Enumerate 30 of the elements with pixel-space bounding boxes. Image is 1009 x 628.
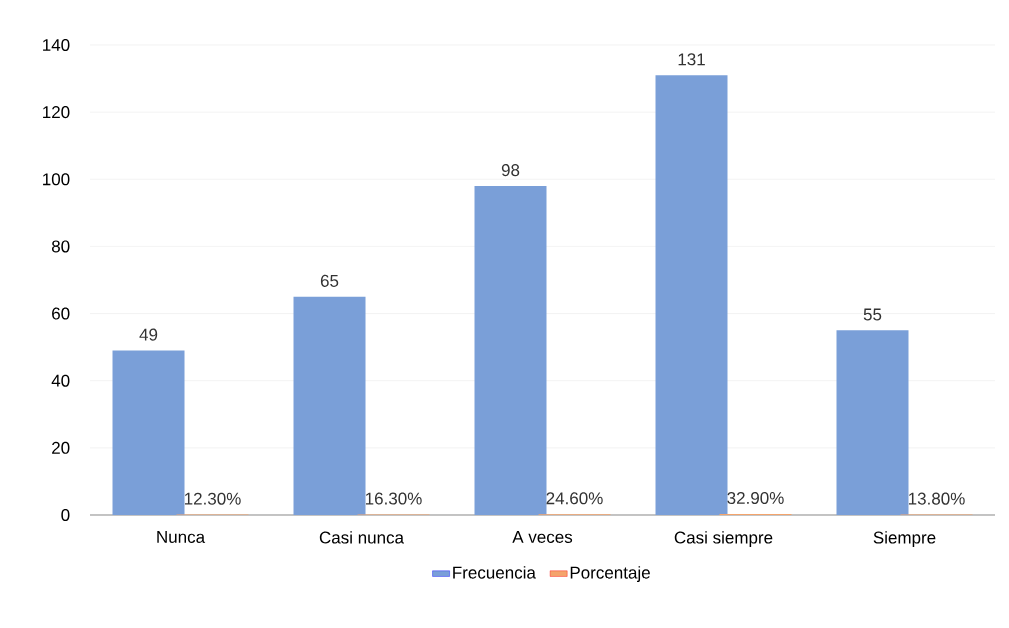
data-label: 131 xyxy=(678,53,705,66)
data-label: 49 xyxy=(139,328,158,341)
y-tick-label: 80 xyxy=(51,240,70,253)
data-label: 65 xyxy=(320,274,339,287)
y-tick-label: 40 xyxy=(51,374,70,387)
bar xyxy=(474,185,547,515)
x-tick-label: Casi nunca xyxy=(319,531,404,544)
bar xyxy=(293,296,366,515)
y-tick-label: 100 xyxy=(43,173,70,186)
legend-label: Frecuencia xyxy=(453,566,536,579)
legend-label: Porcentaje xyxy=(570,566,650,583)
x-tick-label: A veces xyxy=(512,531,573,543)
y-tick-label: 140 xyxy=(43,38,70,52)
y-tick-label: 60 xyxy=(52,307,70,320)
data-label: 16.30% xyxy=(365,492,422,505)
bar xyxy=(655,75,728,515)
y-tick-label: 120 xyxy=(43,106,70,119)
bar xyxy=(112,350,185,515)
x-tick-label: Siempre xyxy=(873,531,936,547)
data-label: 55 xyxy=(863,308,882,321)
bar xyxy=(836,330,909,515)
data-label: 13.80% xyxy=(908,492,965,505)
x-tick-label: Casi siempre xyxy=(674,531,773,547)
data-label: 98 xyxy=(501,164,520,177)
data-label: 24.60% xyxy=(546,492,603,505)
data-label: 12.30% xyxy=(184,492,241,505)
x-tick-label: Nunca xyxy=(157,531,206,543)
data-label: 32.90% xyxy=(727,491,784,505)
y-tick-label: 20 xyxy=(52,441,70,454)
y-tick-label: 0 xyxy=(61,508,70,522)
